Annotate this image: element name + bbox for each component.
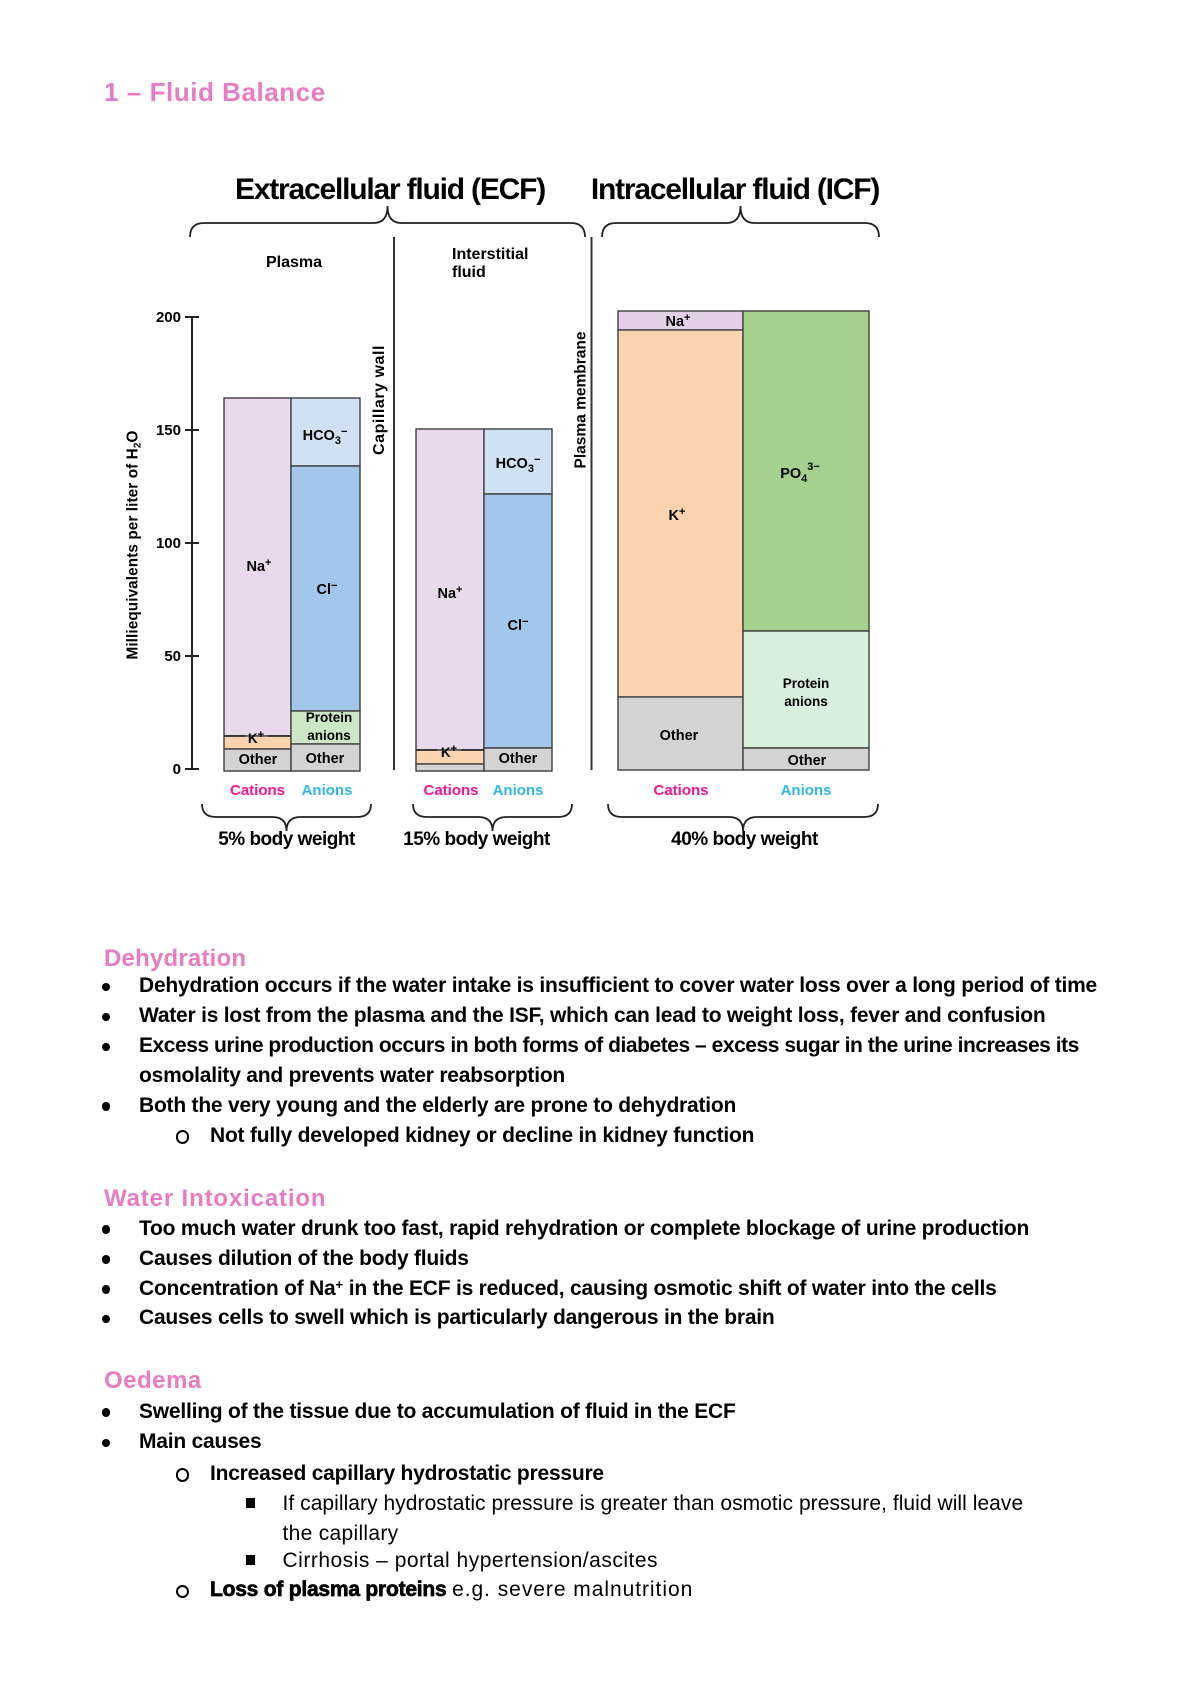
svg-text:Protein: Protein [306,710,353,725]
svg-text:Intracellular fluid (ICF): Intracellular fluid (ICF) [591,173,880,206]
svg-text:Other: Other [499,751,538,767]
svg-text:Other: Other [660,728,699,744]
svg-text:Cations: Cations [653,782,708,799]
svg-text:Cations: Cations [230,782,285,799]
svg-text:Anions: Anions [302,782,353,799]
svg-text:Other: Other [306,751,345,767]
svg-text:Plasma membrane: Plasma membrane [573,331,590,468]
svg-text:HCO3−: HCO3− [303,426,348,447]
svg-text:40% body weight: 40% body weight [671,829,819,850]
svg-text:anions: anions [307,728,351,743]
svg-text:anions: anions [784,694,828,709]
svg-text:Anions: Anions [781,782,832,799]
svg-text:Other: Other [239,752,278,768]
svg-text:Plasma: Plasma [266,254,322,271]
svg-text:Milliequivalents per liter of: Milliequivalents per liter of H2O [125,430,144,659]
svg-text:15% body weight: 15% body weight [403,829,551,850]
svg-text:0: 0 [173,761,181,778]
svg-text:Capillary wall: Capillary wall [371,345,388,455]
svg-text:Other: Other [788,753,827,769]
svg-text:50: 50 [164,648,181,665]
svg-text:Cations: Cations [423,782,478,799]
svg-text:Protein: Protein [783,676,830,691]
svg-text:100: 100 [156,535,181,552]
svg-text:200: 200 [156,309,181,326]
svg-text:5% body weight: 5% body weight [218,829,356,850]
svg-text:150: 150 [156,422,181,439]
svg-text:HCO3−: HCO3− [496,454,541,475]
svg-text:Anions: Anions [493,782,544,799]
svg-text:Extracellular fluid (ECF): Extracellular fluid (ECF) [235,173,545,206]
svg-text:Interstitial: Interstitial [452,246,528,263]
svg-text:fluid: fluid [452,264,486,281]
